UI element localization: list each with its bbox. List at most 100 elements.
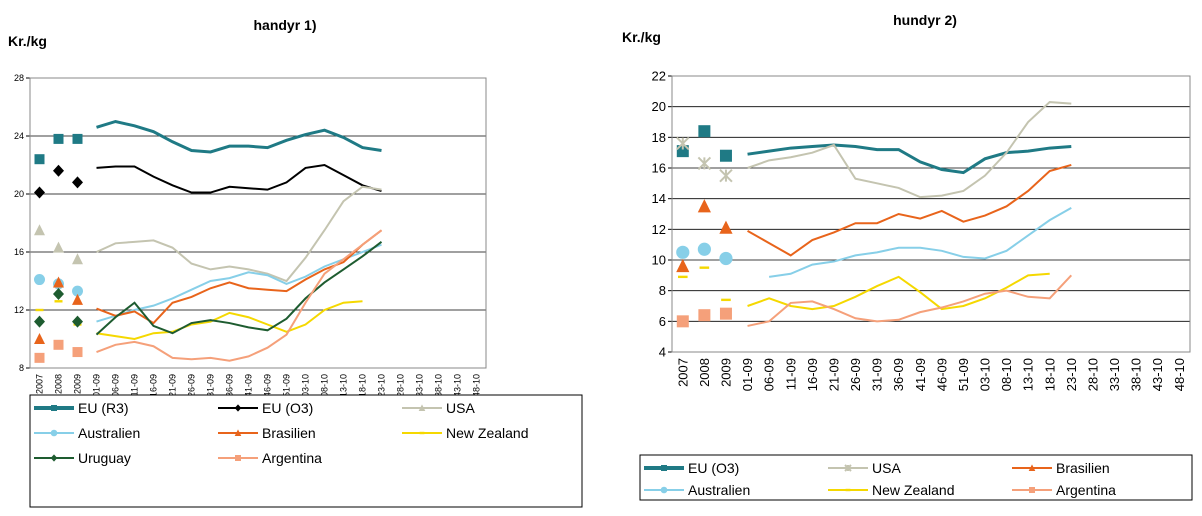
point bbox=[34, 274, 45, 286]
legend-label: Brasilien bbox=[1056, 460, 1110, 476]
point bbox=[34, 224, 45, 236]
point bbox=[72, 285, 83, 297]
point bbox=[698, 309, 711, 322]
x-tick-label: 51-09 bbox=[956, 358, 971, 391]
legend-label: Argentina bbox=[262, 450, 322, 466]
point bbox=[721, 298, 731, 302]
legend-label: EU (R3) bbox=[78, 400, 129, 416]
y-tick-label: 20 bbox=[14, 189, 24, 199]
series-line bbox=[96, 119, 382, 154]
plot-border bbox=[29, 77, 487, 369]
point bbox=[54, 300, 63, 303]
plot-border bbox=[671, 75, 1191, 353]
point bbox=[719, 251, 733, 266]
series-line bbox=[747, 163, 1072, 257]
chart-panel: hundyr 2) Kr./kg 4 6 8 10 12 14 16 18 20 22 2007 2008… bbox=[622, 12, 1193, 501]
y-tick-label: 4 bbox=[659, 345, 666, 360]
x-tick-label: 36-09 bbox=[225, 374, 235, 397]
legend-label: New Zealand bbox=[446, 425, 529, 441]
series-line bbox=[95, 241, 383, 336]
point bbox=[34, 186, 45, 199]
point bbox=[72, 133, 83, 144]
point bbox=[234, 429, 242, 436]
x-tick-label: 13-10 bbox=[1021, 358, 1036, 391]
point bbox=[34, 154, 45, 165]
point bbox=[844, 464, 852, 472]
legend-label: USA bbox=[872, 460, 901, 476]
point bbox=[697, 156, 712, 171]
x-tick-label: 11-09 bbox=[783, 358, 798, 390]
legend-label: USA bbox=[446, 400, 475, 416]
x-tick-label: 06-09 bbox=[762, 358, 777, 391]
x-tick-label: 36-09 bbox=[891, 358, 906, 391]
series-line bbox=[96, 163, 382, 194]
legend-label: Uruguay bbox=[78, 450, 131, 466]
legend-label: Brasilien bbox=[262, 425, 316, 441]
x-tick-label: 2009 bbox=[719, 358, 734, 387]
y-tick-label: 14 bbox=[652, 191, 666, 206]
x-tick-label: 11-09 bbox=[130, 374, 140, 396]
y-tick-label: 8 bbox=[659, 283, 666, 298]
y-tick-label: 10 bbox=[652, 253, 666, 268]
x-tick-label: 48-10 bbox=[1172, 358, 1187, 391]
legend-box bbox=[29, 394, 583, 508]
point bbox=[676, 145, 689, 158]
point bbox=[34, 315, 45, 328]
x-tick-label: 38-10 bbox=[1129, 358, 1144, 391]
x-tick-label: 28-10 bbox=[396, 374, 406, 397]
x-tick-label: 08-10 bbox=[999, 358, 1014, 391]
point bbox=[72, 253, 83, 265]
x-tick-label: 2007 bbox=[35, 374, 45, 394]
point bbox=[51, 405, 57, 411]
x-tick-label: 51-09 bbox=[282, 374, 292, 397]
x-tick-label: 23-10 bbox=[1064, 358, 1079, 391]
point bbox=[676, 315, 689, 328]
point bbox=[72, 347, 83, 358]
legend-label: New Zealand bbox=[872, 482, 955, 498]
series-line bbox=[747, 143, 1072, 175]
point bbox=[72, 176, 83, 189]
point bbox=[697, 242, 711, 256]
y-tick-label: 8 bbox=[19, 363, 24, 373]
point bbox=[676, 245, 690, 259]
point bbox=[661, 465, 667, 471]
point bbox=[72, 315, 83, 328]
point bbox=[50, 429, 58, 437]
y-tick-label: 16 bbox=[652, 161, 666, 176]
x-tick-label: 08-10 bbox=[320, 374, 330, 397]
series-line bbox=[96, 243, 382, 323]
x-tick-label: 26-09 bbox=[848, 358, 863, 391]
x-tick-label: 01-09 bbox=[740, 358, 755, 391]
point bbox=[53, 164, 64, 177]
x-tick-label: 18-10 bbox=[1042, 358, 1057, 391]
x-tick-label: 31-09 bbox=[206, 374, 216, 397]
series-line bbox=[747, 101, 1072, 199]
x-tick-label: 46-09 bbox=[934, 358, 949, 391]
point bbox=[53, 133, 64, 144]
y-tick-label: 18 bbox=[652, 130, 666, 145]
point bbox=[676, 136, 690, 151]
x-tick-label: 41-09 bbox=[244, 374, 254, 397]
point bbox=[34, 333, 45, 344]
x-tick-label: 28-10 bbox=[1085, 358, 1100, 391]
x-tick-label: 03-10 bbox=[978, 358, 993, 391]
point bbox=[719, 307, 732, 320]
series-line bbox=[768, 206, 1072, 278]
point bbox=[418, 404, 426, 411]
point bbox=[719, 168, 733, 183]
x-tick-label: 48-10 bbox=[472, 374, 482, 397]
chart-title: hundyr 2) bbox=[893, 12, 957, 28]
x-tick-label: 41-09 bbox=[913, 358, 928, 391]
x-tick-label: 23-10 bbox=[377, 374, 387, 397]
y-tick-label: 6 bbox=[659, 314, 666, 329]
x-tick-label: 38-10 bbox=[434, 374, 444, 397]
point bbox=[697, 199, 711, 213]
y-tick-label: 28 bbox=[14, 73, 24, 83]
series-line bbox=[747, 274, 1073, 327]
x-tick-label: 06-09 bbox=[111, 374, 121, 397]
point bbox=[419, 431, 425, 435]
x-tick-label: 2007 bbox=[675, 358, 690, 387]
point bbox=[1028, 464, 1036, 471]
series-line bbox=[96, 185, 382, 283]
point bbox=[1029, 487, 1035, 493]
